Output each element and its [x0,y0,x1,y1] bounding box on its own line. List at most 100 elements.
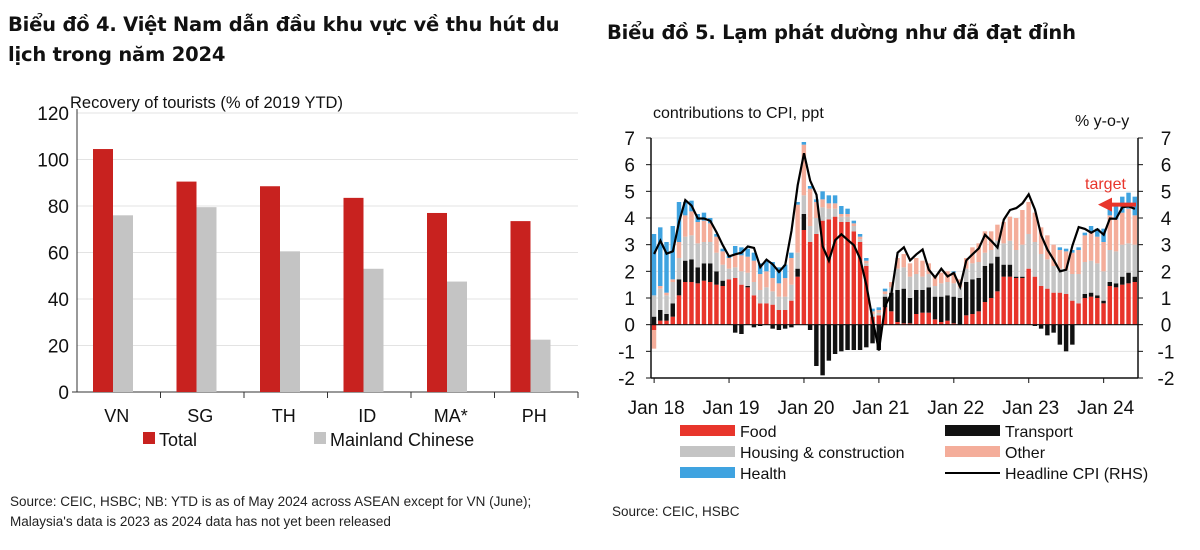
bar-food [976,311,981,325]
bar-transport [939,296,944,322]
bar-health [789,252,794,258]
right-y-tick-label: 5 [1161,182,1172,203]
bar-transport [789,324,794,328]
bar-transport [1095,295,1100,298]
headline-cpi-line [653,152,1136,351]
bar-health [764,260,769,272]
bar-housing-construction [683,236,688,261]
left-y-tick-label: 7 [624,129,635,150]
bar-transport [1113,283,1119,288]
y-tick-label: 40 [48,290,69,311]
right-y-tick-label: 4 [1161,209,1172,230]
bar-other [1126,208,1131,244]
bar-other [670,279,675,282]
bar-food [1026,268,1031,325]
bar-transport [976,278,981,312]
bar-housing-construction [1132,244,1137,277]
bar-housing-construction [782,296,788,310]
bar-other [864,260,869,264]
bar-other [832,203,838,209]
bar-food [988,298,994,325]
bar-housing-construction [776,296,782,310]
bar-health [670,226,675,280]
legend-swatch [945,446,1000,457]
bar-other [889,282,894,288]
bar-other [995,224,1000,241]
left-y-tick-label: 0 [624,316,635,337]
bar-health [857,234,863,237]
bar-housing-construction [1095,263,1100,296]
bar-other [683,215,688,237]
bar-housing-construction [826,208,832,220]
bar-food [1107,286,1113,325]
bar-health [826,195,832,204]
bar-food [732,278,738,325]
bar-food [1001,276,1006,325]
legend-swatch [680,467,735,478]
left-y-tick-label: -2 [618,369,635,390]
bar-food [1020,278,1025,325]
legend-label: Other [1005,445,1046,462]
bar-housing-construction [901,267,906,289]
bar-transport [832,324,838,354]
bar-food [1095,298,1100,325]
x-tick-label: Jan 20 [777,398,834,419]
x-tick-label: PH [522,406,547,426]
bar-housing-construction [939,283,944,297]
bar-total [260,186,280,392]
bar-housing-construction [895,268,900,290]
bar-housing-construction [876,312,882,316]
bar-other [714,236,719,253]
bar-other [1063,251,1069,270]
bar-housing-construction [739,271,744,285]
bar-food [701,280,707,325]
left-y-tick-label: 5 [624,182,635,203]
right-y-tick-label: 0 [1161,316,1172,337]
bar-housing-construction [1070,274,1075,301]
bar-other [1082,235,1088,262]
bar-other [920,260,925,277]
bar-food [1113,287,1119,325]
bar-health [882,288,888,292]
legend-label: Transport [1005,424,1073,441]
bar-housing-construction [832,208,838,217]
bar-health [1063,248,1069,252]
bar-housing-construction [1101,271,1106,301]
bar-mainland-chinese [113,215,133,392]
bar-other [720,251,725,265]
bar-transport [920,290,925,313]
bar-food [901,323,906,325]
bar-transport [1007,264,1013,277]
bar-transport [689,259,694,282]
bar-housing-construction [1020,244,1025,277]
x-tick-label: Jan 23 [1002,398,1059,419]
x-tick-label: ID [358,406,376,426]
bar-transport [795,268,800,277]
bar-food [895,322,900,325]
bar-transport [658,310,663,321]
bar-food [1126,283,1131,325]
bar-health [807,186,813,189]
bar-housing-construction [864,263,869,266]
bar-food [782,310,788,325]
legend-label: Total [159,430,197,450]
bar-health [839,206,844,214]
bar-food [914,314,919,325]
bar-housing-construction [1051,266,1056,293]
bar-transport [1051,324,1056,333]
bar-transport [914,290,919,314]
bar-food [745,287,750,325]
bar-mainland-chinese [363,268,384,392]
bar-health [876,307,882,310]
bar-food [814,234,819,325]
bar-transport [870,324,875,344]
right-y-tick-label: 2 [1161,262,1172,283]
bar-food [820,220,825,325]
bar-health [683,202,688,216]
legend-swatch [945,425,1000,436]
bar-housing-construction [770,291,775,305]
bar-other [1095,236,1100,264]
bar-food [689,282,694,325]
bar-food [920,312,925,325]
